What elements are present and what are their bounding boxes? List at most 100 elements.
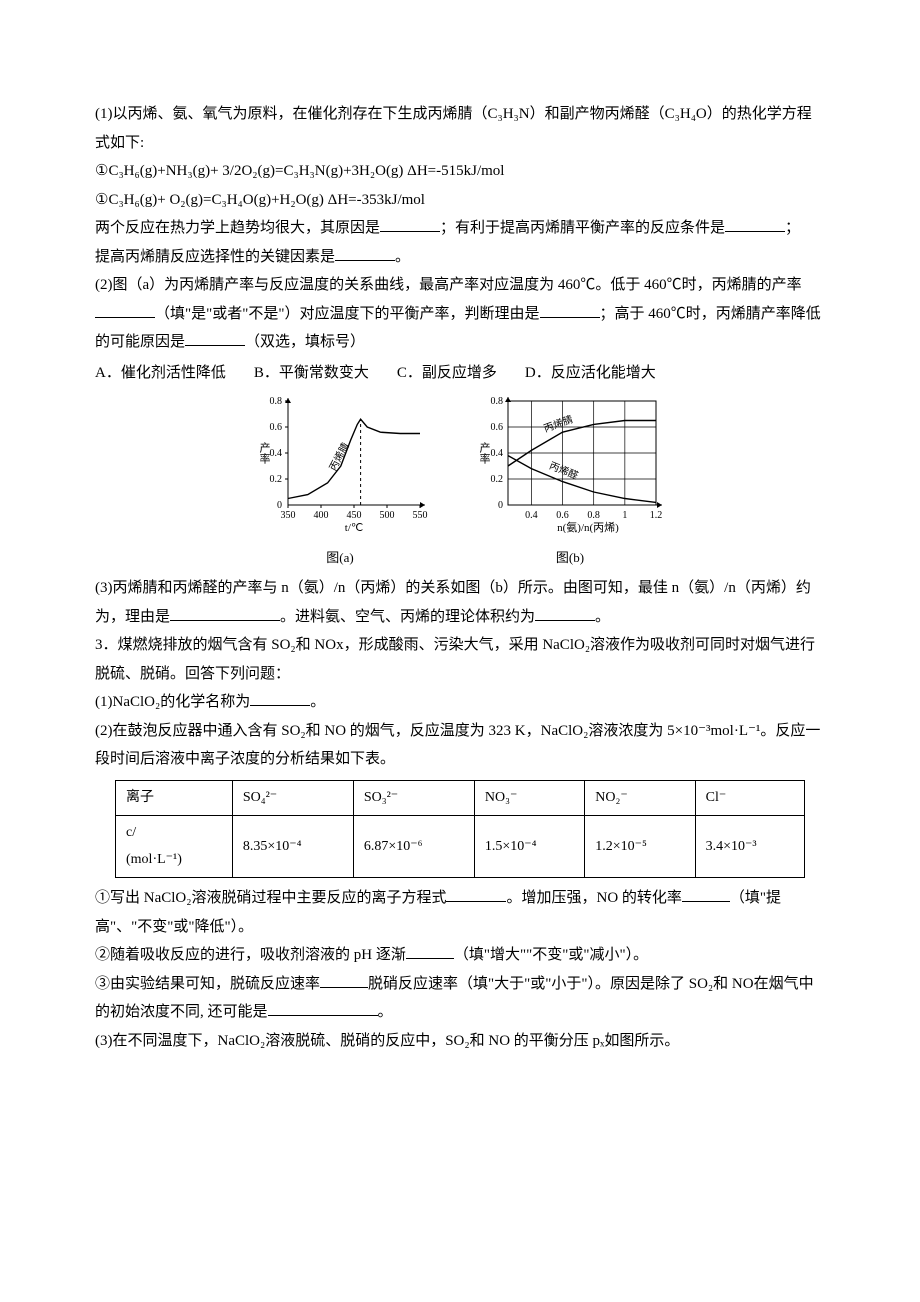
blank xyxy=(682,886,730,902)
svg-text:n(氨)/n(丙烯): n(氨)/n(丙烯) xyxy=(557,521,619,533)
svg-text:丙烯腈: 丙烯腈 xyxy=(542,412,575,434)
chart-b-box: 0.4 0.6 0.8 1 1.2 0.2 0.4 0.6 0.8 0 n(氨)/n(丙烯) 产率 丙烯… xyxy=(470,393,670,570)
q1-line3: 两个反应在热力学上趋势均很大，其原因是 ；有利于提高丙烯腈平衡产率的反应条件是 ； xyxy=(95,214,825,243)
text: 。 xyxy=(378,1004,393,1020)
text: （填"是"或者"不是"）对应温度下的平衡产率，判断理由是 xyxy=(155,306,540,322)
text: 两个反应在热力学上趋势均很大，其原因是 xyxy=(95,220,380,236)
svg-text:产率: 产率 xyxy=(478,441,491,465)
cell: SO₄²⁻ xyxy=(232,780,353,816)
blank xyxy=(268,1000,378,1016)
q3-main: 3．煤燃烧排放的烟气含有 SO₂和 NOx，形成酸雨、污染大气，采用 NaClO… xyxy=(95,631,825,688)
q2-text: (2)图（a）为丙烯腈产率与反应温度的关系曲线，最高产率对应温度为 460℃。低… xyxy=(95,271,825,357)
option-a: A．催化剂活性降低 xyxy=(95,359,226,388)
text: 提高丙烯腈反应选择性的关键因素是 xyxy=(95,249,335,265)
chart-b: 0.4 0.6 0.8 1 1.2 0.2 0.4 0.6 0.8 0 n(氨)/n(丙烯) 产率 丙烯… xyxy=(470,393,670,533)
svg-text:0.2: 0.2 xyxy=(270,474,283,485)
blank xyxy=(95,302,155,318)
text: 。 xyxy=(595,609,610,625)
text: (2)图（a）为丙烯腈产率与反应温度的关系曲线，最高产率对应温度为 460℃。低… xyxy=(95,277,802,293)
cell: SO₃²⁻ xyxy=(353,780,474,816)
blank xyxy=(335,245,395,261)
svg-text:0: 0 xyxy=(277,500,282,511)
svg-text:0.4: 0.4 xyxy=(525,510,538,521)
blank xyxy=(320,972,368,988)
text: （双选，填标号） xyxy=(245,334,365,350)
option-d: D．反应活化能增大 xyxy=(525,359,656,388)
svg-text:0.6: 0.6 xyxy=(556,510,569,521)
blank xyxy=(406,943,454,959)
text: 。 xyxy=(395,249,410,265)
ion-table: 离子 SO₄²⁻ SO₃²⁻ NO₃⁻ NO₂⁻ Cl⁻ c/ (mol·L⁻¹… xyxy=(115,780,805,879)
svg-text:450: 450 xyxy=(347,510,362,521)
text: 。进料氨、空气、丙烯的理论体积约为 xyxy=(280,609,535,625)
q3-1: (1)NaClO₂的化学名称为 。 xyxy=(95,688,825,717)
svg-text:0.4: 0.4 xyxy=(270,448,283,459)
charts-row: 350 400 450 500 550 0.2 0.4 0.6 0.8 0 t/℃ 产率 丙烯腈 图(a… xyxy=(95,393,825,570)
cell: 1.2×10⁻⁵ xyxy=(585,816,695,878)
svg-text:400: 400 xyxy=(314,510,329,521)
chart-a-box: 350 400 450 500 550 0.2 0.4 0.6 0.8 0 t/℃ 产率 丙烯腈 图(a… xyxy=(250,393,430,570)
svg-text:0.6: 0.6 xyxy=(270,422,283,433)
eq2: ①C₃H₆(g)+ O₂(g)=C₃H₄O(g)+H₂O(g) ΔH=-353k… xyxy=(95,186,825,215)
option-c: C．副反应增多 xyxy=(397,359,497,388)
q3-text: (3)丙烯腈和丙烯醛的产率与 n（氨）/n（丙烯）的关系如图（b）所示。由图可知… xyxy=(95,574,825,631)
blank xyxy=(185,330,245,346)
q3-2-2: ②随着吸收反应的进行，吸收剂溶液的 pH 逐渐 （填"增大""不变"或"减小"）。 xyxy=(95,941,825,970)
svg-text:0.2: 0.2 xyxy=(491,474,504,485)
text: 。增加压强，NO 的转化率 xyxy=(506,890,681,906)
q1-intro: (1)以丙烯、氨、氧气为原料，在催化剂存在下生成丙烯腈（C₃H₃N）和副产物丙烯… xyxy=(95,100,825,157)
cell: Cl⁻ xyxy=(695,780,804,816)
text: (1)NaClO₂的化学名称为 xyxy=(95,694,250,710)
svg-text:0: 0 xyxy=(498,500,503,511)
cell-header-label: 离子 xyxy=(116,780,233,816)
cell: 8.35×10⁻⁴ xyxy=(232,816,353,878)
svg-text:1: 1 xyxy=(622,510,627,521)
blank xyxy=(446,886,506,902)
option-b: B．平衡常数变大 xyxy=(254,359,369,388)
q3-2: (2)在鼓泡反应器中通入含有 SO₂和 NO 的烟气，反应温度为 323 K，N… xyxy=(95,717,825,774)
table-row: 离子 SO₄²⁻ SO₃²⁻ NO₃⁻ NO₂⁻ Cl⁻ xyxy=(116,780,805,816)
text: ①写出 NaClO₂溶液脱硝过程中主要反应的离子方程式 xyxy=(95,890,446,906)
svg-text:0.4: 0.4 xyxy=(491,448,504,459)
svg-text:产率: 产率 xyxy=(258,441,271,465)
svg-text:550: 550 xyxy=(413,510,428,521)
chart-a: 350 400 450 500 550 0.2 0.4 0.6 0.8 0 t/℃ 产率 丙烯腈 xyxy=(250,393,430,533)
blank xyxy=(540,302,600,318)
svg-text:500: 500 xyxy=(380,510,395,521)
text: 。 xyxy=(310,694,325,710)
blank xyxy=(380,216,440,232)
chart-a-caption: 图(a) xyxy=(250,546,430,571)
row-label-2: (mol·L⁻¹) xyxy=(126,852,182,867)
text: ②随着吸收反应的进行，吸收剂溶液的 pH 逐渐 xyxy=(95,947,406,963)
cell: NO₃⁻ xyxy=(474,780,584,816)
options-row: A．催化剂活性降低 B．平衡常数变大 C．副反应增多 D．反应活化能增大 xyxy=(95,359,825,388)
svg-text:0.8: 0.8 xyxy=(270,396,283,407)
text: ；有利于提高丙烯腈平衡产率的反应条件是 xyxy=(440,220,725,236)
svg-text:0.8: 0.8 xyxy=(491,396,504,407)
cell: 3.4×10⁻³ xyxy=(695,816,804,878)
row-label-1: c/ xyxy=(126,825,136,840)
text: ； xyxy=(785,220,800,236)
svg-text:350: 350 xyxy=(281,510,296,521)
blank xyxy=(170,605,280,621)
q3-3: (3)在不同温度下，NaClO₂溶液脱硫、脱硝的反应中，SO₂和 NO 的平衡分… xyxy=(95,1027,825,1056)
cell: 6.87×10⁻⁶ xyxy=(353,816,474,878)
cell: NO₂⁻ xyxy=(585,780,695,816)
svg-text:1.2: 1.2 xyxy=(650,510,663,521)
cell: 1.5×10⁻⁴ xyxy=(474,816,584,878)
svg-text:t/℃: t/℃ xyxy=(345,522,363,533)
blank xyxy=(250,690,310,706)
svg-text:0.8: 0.8 xyxy=(587,510,600,521)
svg-text:丙烯腈: 丙烯腈 xyxy=(326,440,352,473)
table-row: c/ (mol·L⁻¹) 8.35×10⁻⁴ 6.87×10⁻⁶ 1.5×10⁻… xyxy=(116,816,805,878)
text: ③由实验结果可知，脱硫反应速率 xyxy=(95,976,320,992)
q3-2-3: ③由实验结果可知，脱硫反应速率脱硝反应速率（填"大于"或"小于"）。原因是除了 … xyxy=(95,970,825,1027)
q1-line4: 提高丙烯腈反应选择性的关键因素是 。 xyxy=(95,243,825,272)
q3-2-1: ①写出 NaClO₂溶液脱硝过程中主要反应的离子方程式 。增加压强，NO 的转化率… xyxy=(95,884,825,941)
text: （填"增大""不变"或"减小"）。 xyxy=(454,947,648,963)
svg-text:0.6: 0.6 xyxy=(491,422,504,433)
chart-b-caption: 图(b) xyxy=(470,546,670,571)
eq1: ①C₃H₆(g)+NH₃(g)+ 3/2O₂(g)=C₃H₃N(g)+3H₂O(… xyxy=(95,157,825,186)
cell-row-label: c/ (mol·L⁻¹) xyxy=(116,816,233,878)
blank xyxy=(535,605,595,621)
